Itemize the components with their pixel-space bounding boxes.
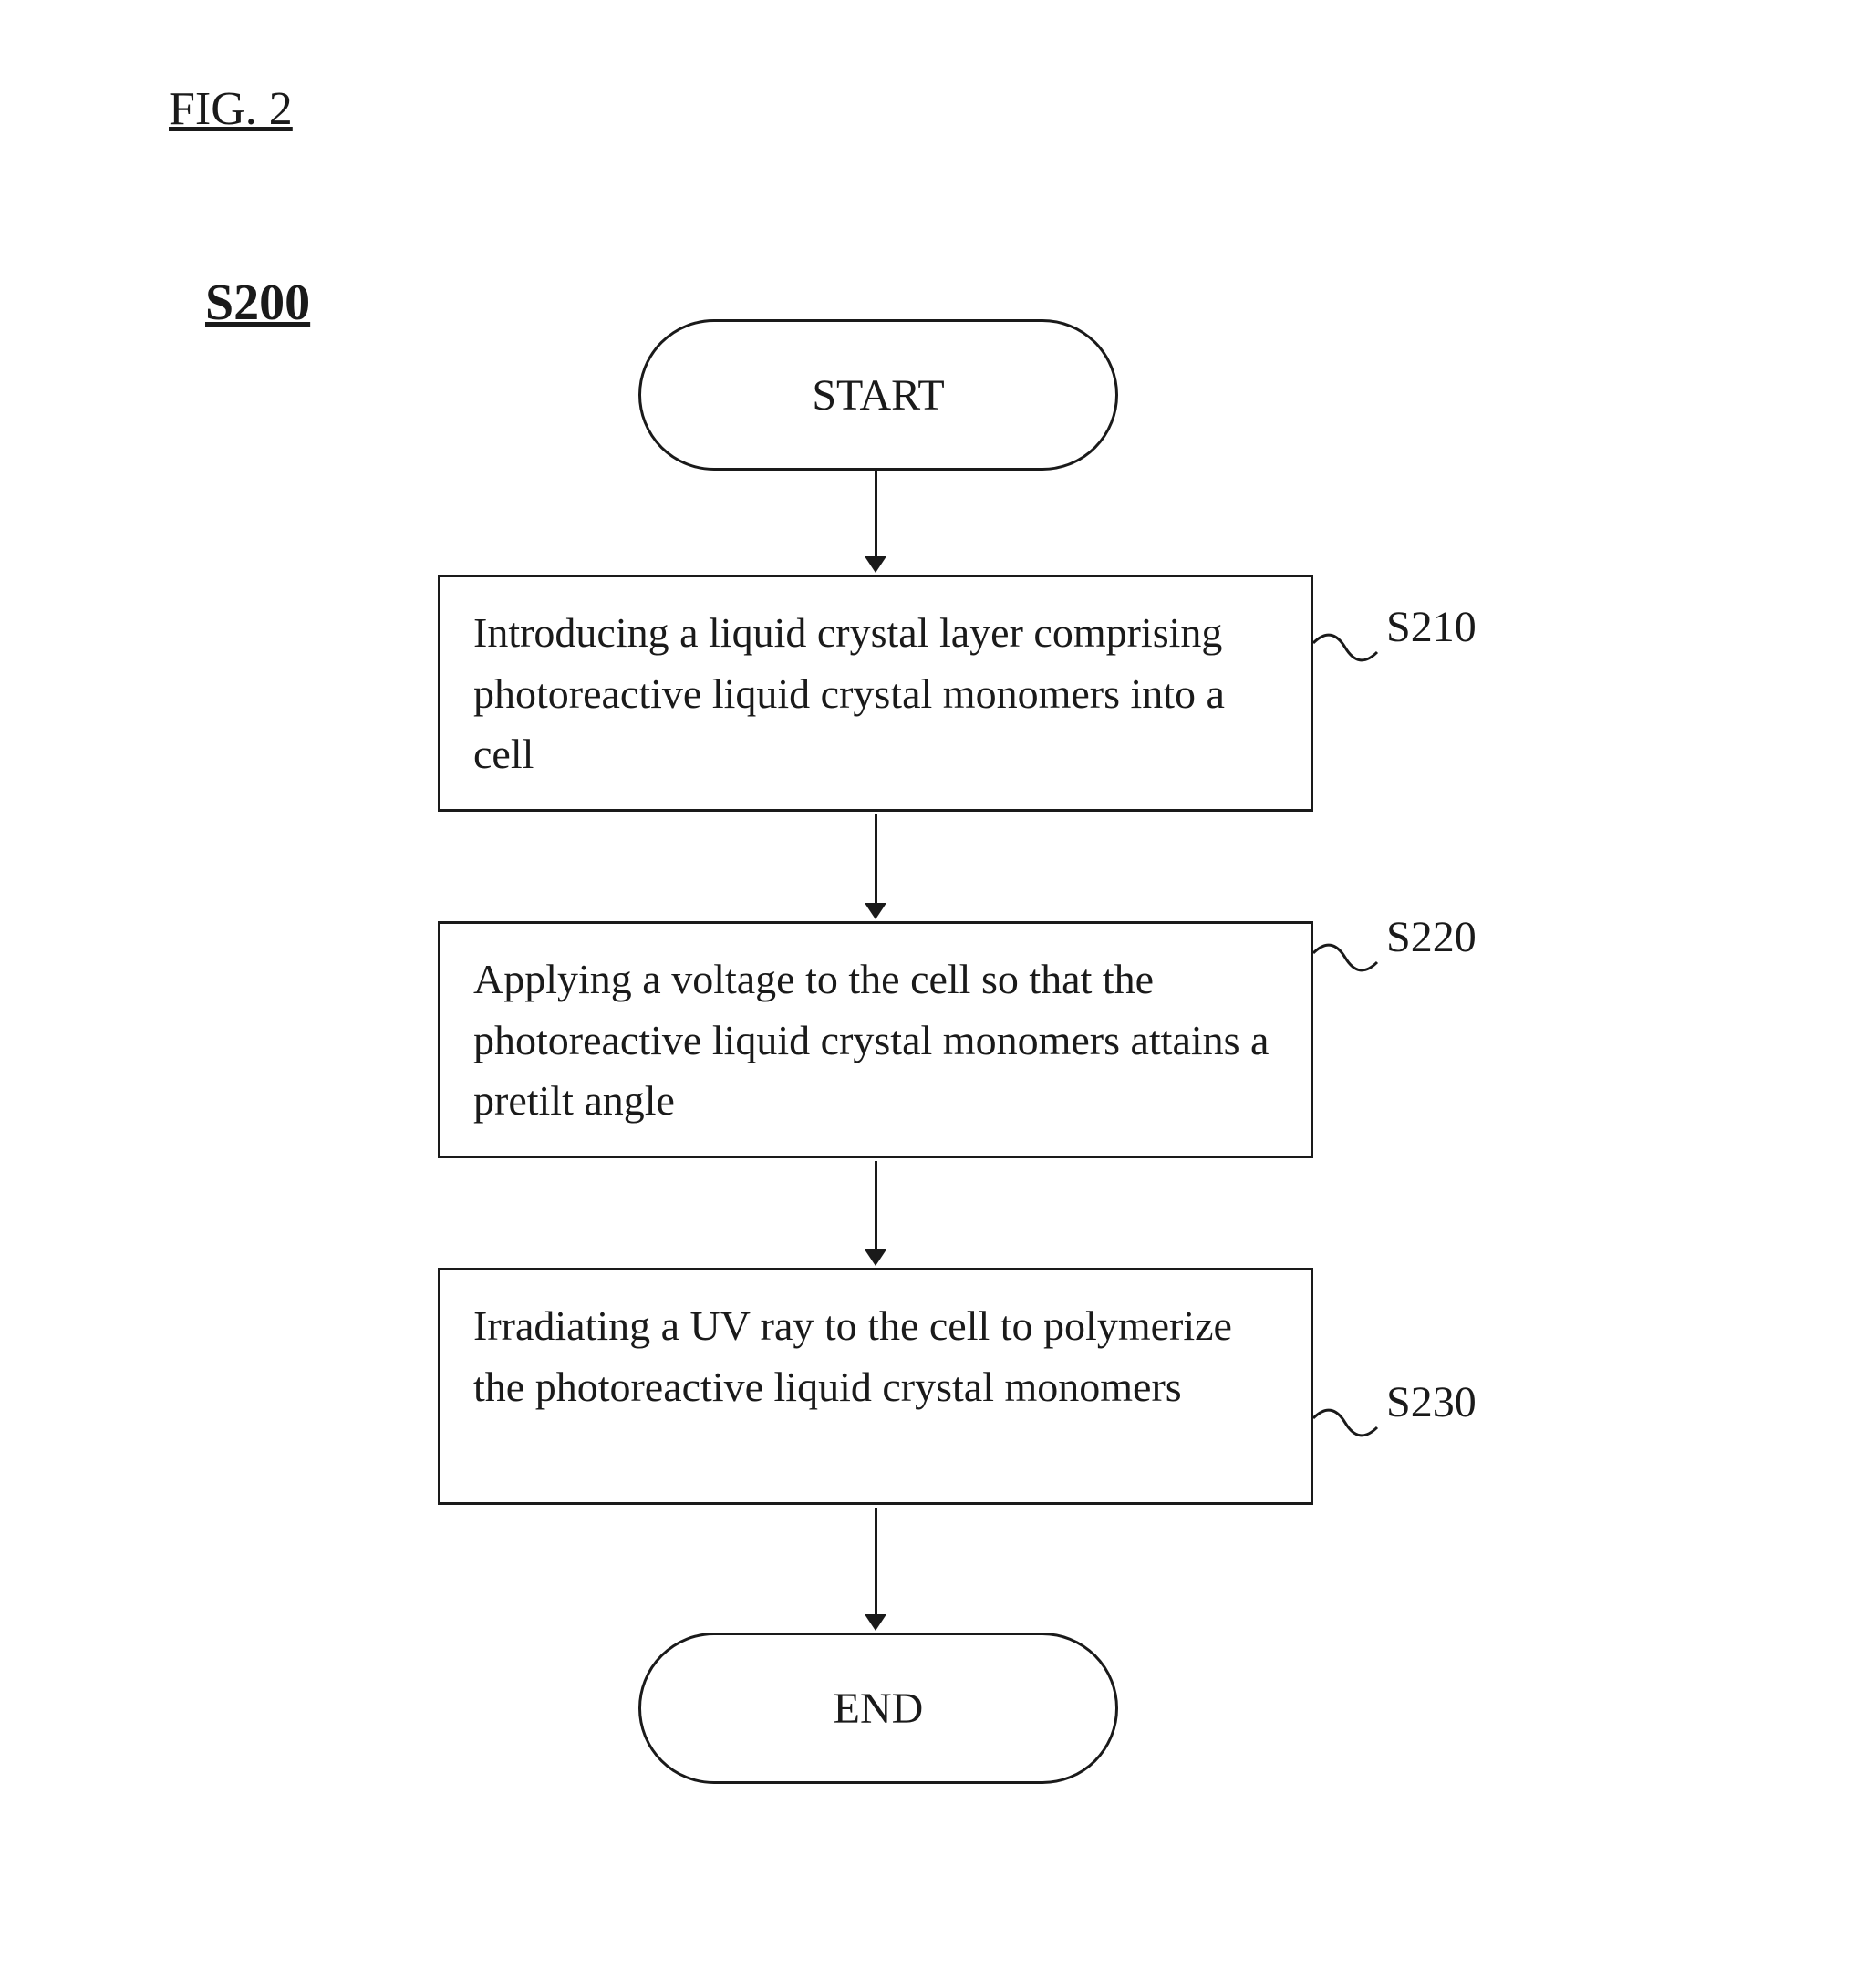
arrow-3: [875, 1161, 877, 1249]
page: FIG. 2 S200 START Introducing a liquid c…: [0, 0, 1876, 1970]
squiggle-3: [1313, 1405, 1395, 1459]
step-3-box: Irradiating a UV ray to the cell to poly…: [438, 1268, 1313, 1505]
step-2-box: Applying a voltage to the cell so that t…: [438, 921, 1313, 1158]
step-2-id: S220: [1386, 912, 1477, 962]
end-label: END: [834, 1684, 924, 1734]
arrow-2: [875, 814, 877, 903]
flow-id: S200: [205, 274, 310, 332]
end-terminal: END: [638, 1633, 1118, 1784]
figure-label: FIG. 2: [169, 82, 293, 136]
start-terminal: START: [638, 319, 1118, 471]
step-1-box: Introducing a liquid crystal layer compr…: [438, 575, 1313, 812]
squiggle-1: [1313, 629, 1395, 684]
arrow-1-head: [865, 556, 886, 573]
arrow-4: [875, 1508, 877, 1614]
step-3-text: Irradiating a UV ray to the cell to poly…: [473, 1302, 1232, 1410]
step-3-id: S230: [1386, 1377, 1477, 1427]
squiggle-2: [1313, 939, 1395, 994]
step-1-text: Introducing a liquid crystal layer compr…: [473, 609, 1225, 777]
arrow-3-head: [865, 1249, 886, 1266]
arrow-2-head: [865, 903, 886, 919]
start-label: START: [812, 370, 944, 420]
arrow-4-head: [865, 1614, 886, 1631]
step-1-id: S210: [1386, 602, 1477, 652]
arrow-1: [875, 468, 877, 556]
step-2-text: Applying a voltage to the cell so that t…: [473, 956, 1269, 1124]
